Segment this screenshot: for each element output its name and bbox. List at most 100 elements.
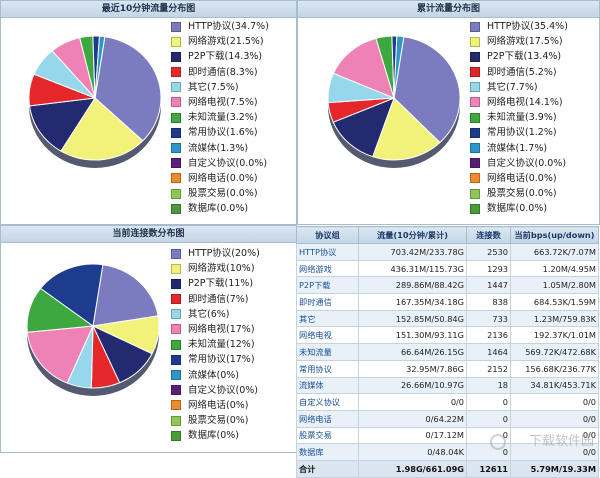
table-row: 自定义协议 0/0 0 0/0 <box>296 393 599 411</box>
col-header-bps: 当前bps(up/down) <box>510 226 599 244</box>
legend-swatch <box>171 51 181 62</box>
pie-slice-2 <box>28 97 96 152</box>
legend-swatch <box>470 112 480 123</box>
table-row: 其它 152.85M/50.84G 733 1.23M/759.83K <box>296 309 599 328</box>
legend-label: 网络电话(0%) <box>188 399 249 411</box>
cell-bps: 1.05M/2.80M <box>510 276 599 295</box>
cell-bps: 34.81K/453.71K <box>510 376 599 395</box>
cell-bps: 0/0 <box>510 426 599 445</box>
cell-traffic: 26.66M/10.97G <box>358 376 467 395</box>
legend-swatch <box>470 143 480 153</box>
flow-table-header: 协议组 流量(10分钟/累计) 连接数 当前bps(up/down) <box>296 226 599 244</box>
cell-traffic: 66.64M/26.15G <box>358 343 467 361</box>
cell-group: 股票交易 <box>296 426 359 445</box>
legend-swatch <box>171 263 181 274</box>
legend-label: 流媒体(0%) <box>188 369 239 381</box>
legend-swatch <box>470 97 480 108</box>
connections-panel: 当前连接数分布图 HTTP协议(20%) 网络游戏(10%) P2P下载(11%) 即… <box>0 225 297 453</box>
table-row: HTTP协议 703.42M/233.78G 2530 663.72K/7.07M <box>296 243 599 261</box>
legend-swatch <box>470 158 480 169</box>
legend-label: HTTP协议(35.4%) <box>487 21 568 32</box>
flow-table: 协议组 流量(10分钟/累计) 连接数 当前bps(up/down) HTTP协… <box>296 226 599 478</box>
legend-swatch <box>171 294 181 305</box>
legend-label: 自定义协议(0.0%) <box>188 157 268 169</box>
legend-label: 数据库(0%) <box>188 430 239 442</box>
cell-bps: 156.68K/236.77K <box>510 359 599 378</box>
legend-label: 股票交易(0.0%) <box>188 188 258 200</box>
cell-bps: 1.23M/759.83K <box>510 309 599 328</box>
watermark-icon <box>490 434 506 450</box>
recent-traffic-pie <box>28 35 162 168</box>
pie-slice-1 <box>372 97 441 161</box>
cell-group: 自定义协议 <box>296 393 359 411</box>
legend-label: 即时通信(8.3%) <box>188 66 258 78</box>
legend-swatch <box>171 354 181 365</box>
cell-group: 即时通信 <box>296 293 359 311</box>
legend-label: P2P下载(13.4%) <box>487 51 562 63</box>
legend-swatch <box>171 324 181 335</box>
pie-slice-0 <box>393 36 461 144</box>
cell-group: 数据库 <box>296 443 359 461</box>
cell-connections: 2530 <box>466 243 511 261</box>
pie-slice-0 <box>92 264 159 327</box>
legend-swatch <box>171 339 181 350</box>
cell-bps: 569.72K/472.68K <box>510 343 599 361</box>
legend-swatch <box>470 127 480 138</box>
cell-bps: 1.20M/4.95M <box>510 259 599 278</box>
cell-group: 常用协议 <box>296 359 359 378</box>
legend-label: P2P下载(14.3%) <box>188 51 263 63</box>
legend-label: 数据库(0.0%) <box>188 203 249 215</box>
legend-swatch <box>171 82 181 93</box>
total-label: 合计 <box>296 459 359 478</box>
cell-traffic: 289.86M/88.42G <box>358 276 467 295</box>
legend-swatch <box>171 21 181 32</box>
table-row: 未知流量 66.64M/26.15G 1464 569.72K/472.68K <box>296 343 599 361</box>
legend-label: 网络电视(17%) <box>188 323 255 335</box>
legend-label: 自定义协议(0.0%) <box>487 157 567 169</box>
pie-slice-5 <box>26 325 94 384</box>
table-row: 常用协议 32.95M/7.86G 2152 156.68K/236.77K <box>296 359 599 378</box>
cell-bps: 192.37K/1.01M <box>510 326 599 345</box>
legend-swatch <box>171 127 181 138</box>
table-row: 即时通信 167.35M/34.18G 838 684.53K/1.59M <box>296 293 599 311</box>
pie-slice-1 <box>60 97 144 161</box>
legend-swatch <box>171 430 181 441</box>
cell-group: 流媒体 <box>296 376 359 395</box>
legend-swatch <box>171 203 181 214</box>
cell-bps: 663.72K/7.07M <box>510 243 599 261</box>
cell-connections: 1447 <box>466 276 511 295</box>
cell-connections: 0 <box>466 409 511 428</box>
legend-swatch <box>171 400 181 411</box>
legend-swatch <box>470 51 480 62</box>
pie-slice-0 <box>94 36 162 142</box>
table-row: 流媒体 26.66M/10.97G 18 34.81K/453.71K <box>296 376 599 395</box>
legend-swatch <box>470 173 480 184</box>
legend-label: 流媒体(1.3%) <box>188 142 249 154</box>
connections-title: 当前连接数分布图 <box>1 226 296 243</box>
legend-swatch <box>171 248 181 259</box>
table-row: P2P下载 289.86M/88.42G 1447 1.05M/2.80M <box>296 276 599 295</box>
legend-swatch <box>470 67 480 78</box>
legend-label: 网络电话(0.0%) <box>188 172 258 184</box>
legend-label: 网络游戏(10%) <box>188 263 255 275</box>
legend-label: 网络电视(14.1%) <box>487 96 563 108</box>
legend-label: 数据库(0.0%) <box>487 203 548 215</box>
cell-connections: 18 <box>466 376 511 395</box>
col-header-traffic: 流量(10分钟/累计) <box>358 226 467 244</box>
table-total-row: 合计 1.98G/661.09G 12611 5.79M/19.33M <box>296 459 599 478</box>
table-row: 网络电视 151.30M/93.11G 2136 192.37K/1.01M <box>296 326 599 345</box>
legend-swatch <box>171 370 181 380</box>
flow-table-body: HTTP协议 703.42M/233.78G 2530 663.72K/7.07M 网络… <box>296 243 599 478</box>
cell-traffic: 32.95M/7.86G <box>358 359 467 378</box>
legend-label: 常用协议(1.2%) <box>487 127 557 139</box>
col-header-connections: 连接数 <box>466 226 511 244</box>
cell-connections: 0 <box>466 393 511 411</box>
cell-bps: 684.53K/1.59M <box>510 293 599 311</box>
legend-label: 常用协议(1.6%) <box>188 127 258 139</box>
legend-swatch <box>171 415 181 426</box>
legend-swatch <box>171 385 181 396</box>
legend-label: 常用协议(17%) <box>188 354 255 366</box>
legend-swatch <box>171 278 181 289</box>
cell-group: HTTP协议 <box>296 243 359 261</box>
legend-label: 股票交易(0%) <box>188 415 249 427</box>
